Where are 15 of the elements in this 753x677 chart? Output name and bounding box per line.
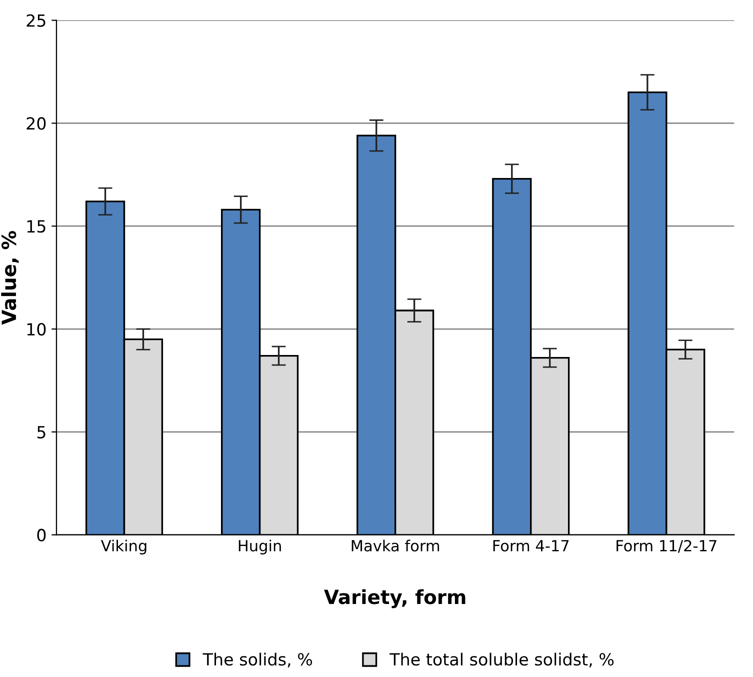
y-tick-label: 0: [37, 528, 46, 542]
y-axis-title: Value, %: [1, 230, 19, 325]
x-tick-label: Viking: [100, 540, 146, 554]
y-tick-label: 5: [37, 426, 46, 438]
x-tick-label: Form 4-17: [493, 540, 569, 552]
x-axis-title: Variety, form: [324, 589, 466, 608]
y-tick-label: 15: [27, 220, 46, 233]
y-tick-label: 25: [26, 14, 46, 27]
x-tick-label: Mavka form: [352, 540, 440, 552]
y-tick-label: 10: [27, 322, 46, 336]
x-tick-label: Form 11/2-17: [616, 540, 716, 553]
legend-label: The total soluble solidst, %: [390, 652, 614, 668]
x-tick-label: Hugin: [238, 540, 281, 554]
legend-label: The solids, %: [202, 652, 312, 668]
y-tick-label: 20: [26, 117, 46, 130]
